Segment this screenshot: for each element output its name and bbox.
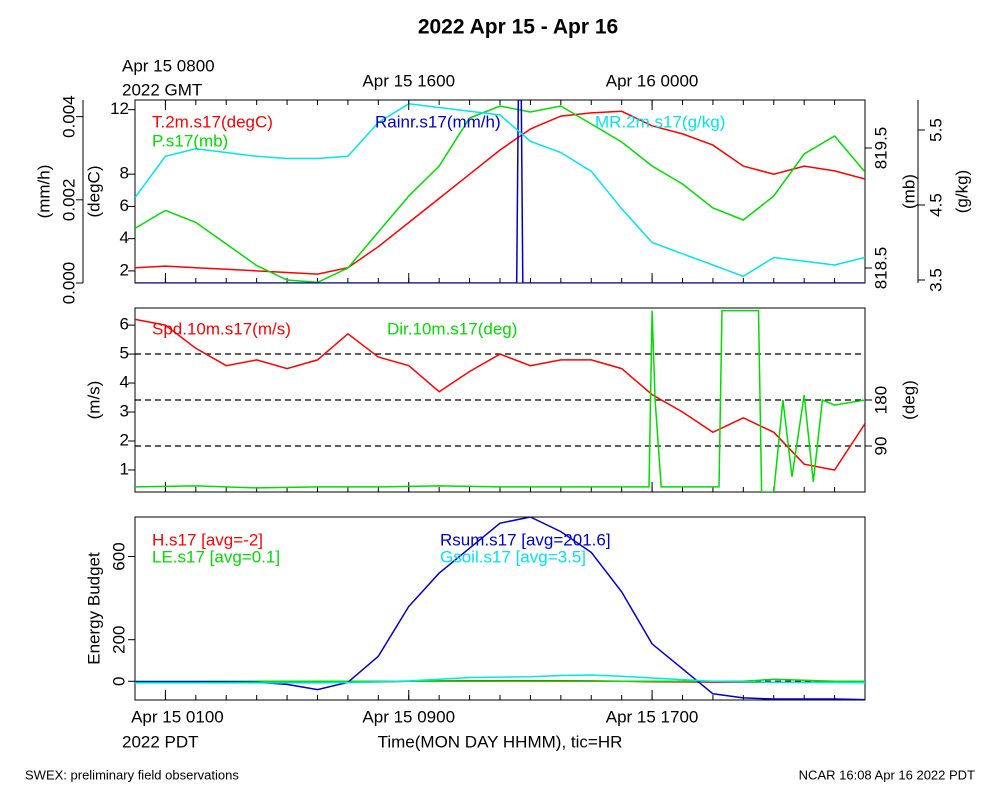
y-axis-title: (deg) [899, 380, 918, 420]
y-tick-label: 12 [110, 99, 129, 118]
y-tick-label: 0 [109, 677, 128, 686]
series-line [135, 103, 865, 278]
x-top-tick-label: Apr 16 0000 [606, 71, 699, 90]
y-tick-label: 1 [120, 459, 129, 478]
series-label: P.s17(mb) [152, 131, 228, 150]
footer-right: NCAR 16:08 Apr 16 2022 PDT [799, 767, 975, 782]
chart-title: 2022 Apr 15 - Apr 16 [418, 16, 618, 39]
y-tick-label: 0.004 [59, 95, 78, 138]
x-tick-label: Apr 15 0900 [362, 707, 455, 726]
x-tick-label: Apr 15 1700 [606, 707, 699, 726]
series-label: T.2m.s17(degC) [152, 112, 273, 131]
series-label: MR.2m.s17(g/kg) [595, 112, 725, 131]
y-axis-title: Energy Budget [84, 552, 103, 665]
series-label: Dir.10m.s17(deg) [387, 319, 517, 338]
y-tick-label: 0.000 [59, 262, 78, 305]
y-tick-label: 818.5 [871, 247, 890, 290]
series-label: Gsoil.s17 [avg=3.5] [440, 547, 586, 566]
y-axis-title: (g/kg) [952, 170, 971, 213]
y-tick-label: 200 [109, 626, 128, 654]
series-label: Rainr.s17(mm/h) [375, 112, 501, 131]
series-line [135, 674, 865, 684]
y-tick-label: 2 [120, 260, 129, 279]
series-line [135, 318, 865, 471]
y-tick-label: 4.5 [926, 193, 945, 217]
y-tick-label: 2 [120, 430, 129, 449]
x-top-tick-label: Apr 15 1600 [362, 71, 455, 90]
y-tick-label: 4 [120, 373, 129, 392]
series-line [135, 105, 865, 283]
top-year: 2022 GMT [122, 80, 202, 99]
series-label: H.s17 [avg=-2] [152, 530, 263, 549]
y-tick-label: 6 [120, 196, 129, 215]
y-axis-title: (mb) [899, 174, 918, 209]
y-tick-label: 6 [120, 315, 129, 334]
y-axis-title: (mm/h) [34, 165, 53, 219]
series-label: Spd.10m.s17(m/s) [152, 319, 291, 338]
footer-left: SWEX: preliminary field observations [25, 767, 239, 782]
y-tick-label: 3 [120, 402, 129, 421]
y-tick-label: 5.5 [926, 118, 945, 142]
y-axis-title: (degC) [84, 166, 103, 218]
y-tick-label: 600 [109, 542, 128, 570]
y-tick-label: 90 [871, 437, 890, 456]
plot-area [135, 517, 865, 700]
plot-area [135, 100, 865, 283]
y-tick-label: 819.5 [871, 127, 890, 170]
y-tick-label: 180 [871, 386, 890, 414]
series-label: LE.s17 [avg=0.1] [152, 547, 280, 566]
series-line [135, 110, 865, 275]
y-tick-label: 8 [120, 164, 129, 183]
plot-area [135, 309, 865, 492]
bottom-year: 2022 PDT [122, 732, 199, 751]
series-line [135, 309, 865, 492]
y-tick-label: 5 [120, 344, 129, 363]
series-label: Rsum.s17 [avg=201.6] [440, 530, 611, 549]
y-tick-label: 3.5 [926, 268, 945, 292]
x-top-tick-label: Apr 15 0800 [122, 56, 215, 75]
y-tick-label: 0.002 [59, 179, 78, 222]
y-tick-label: 4 [120, 228, 129, 247]
x-tick-label: Apr 15 0100 [131, 707, 224, 726]
x-axis-title: Time(MON DAY HHMM), tic=HR [378, 732, 623, 751]
y-axis-title: (m/s) [84, 381, 103, 420]
